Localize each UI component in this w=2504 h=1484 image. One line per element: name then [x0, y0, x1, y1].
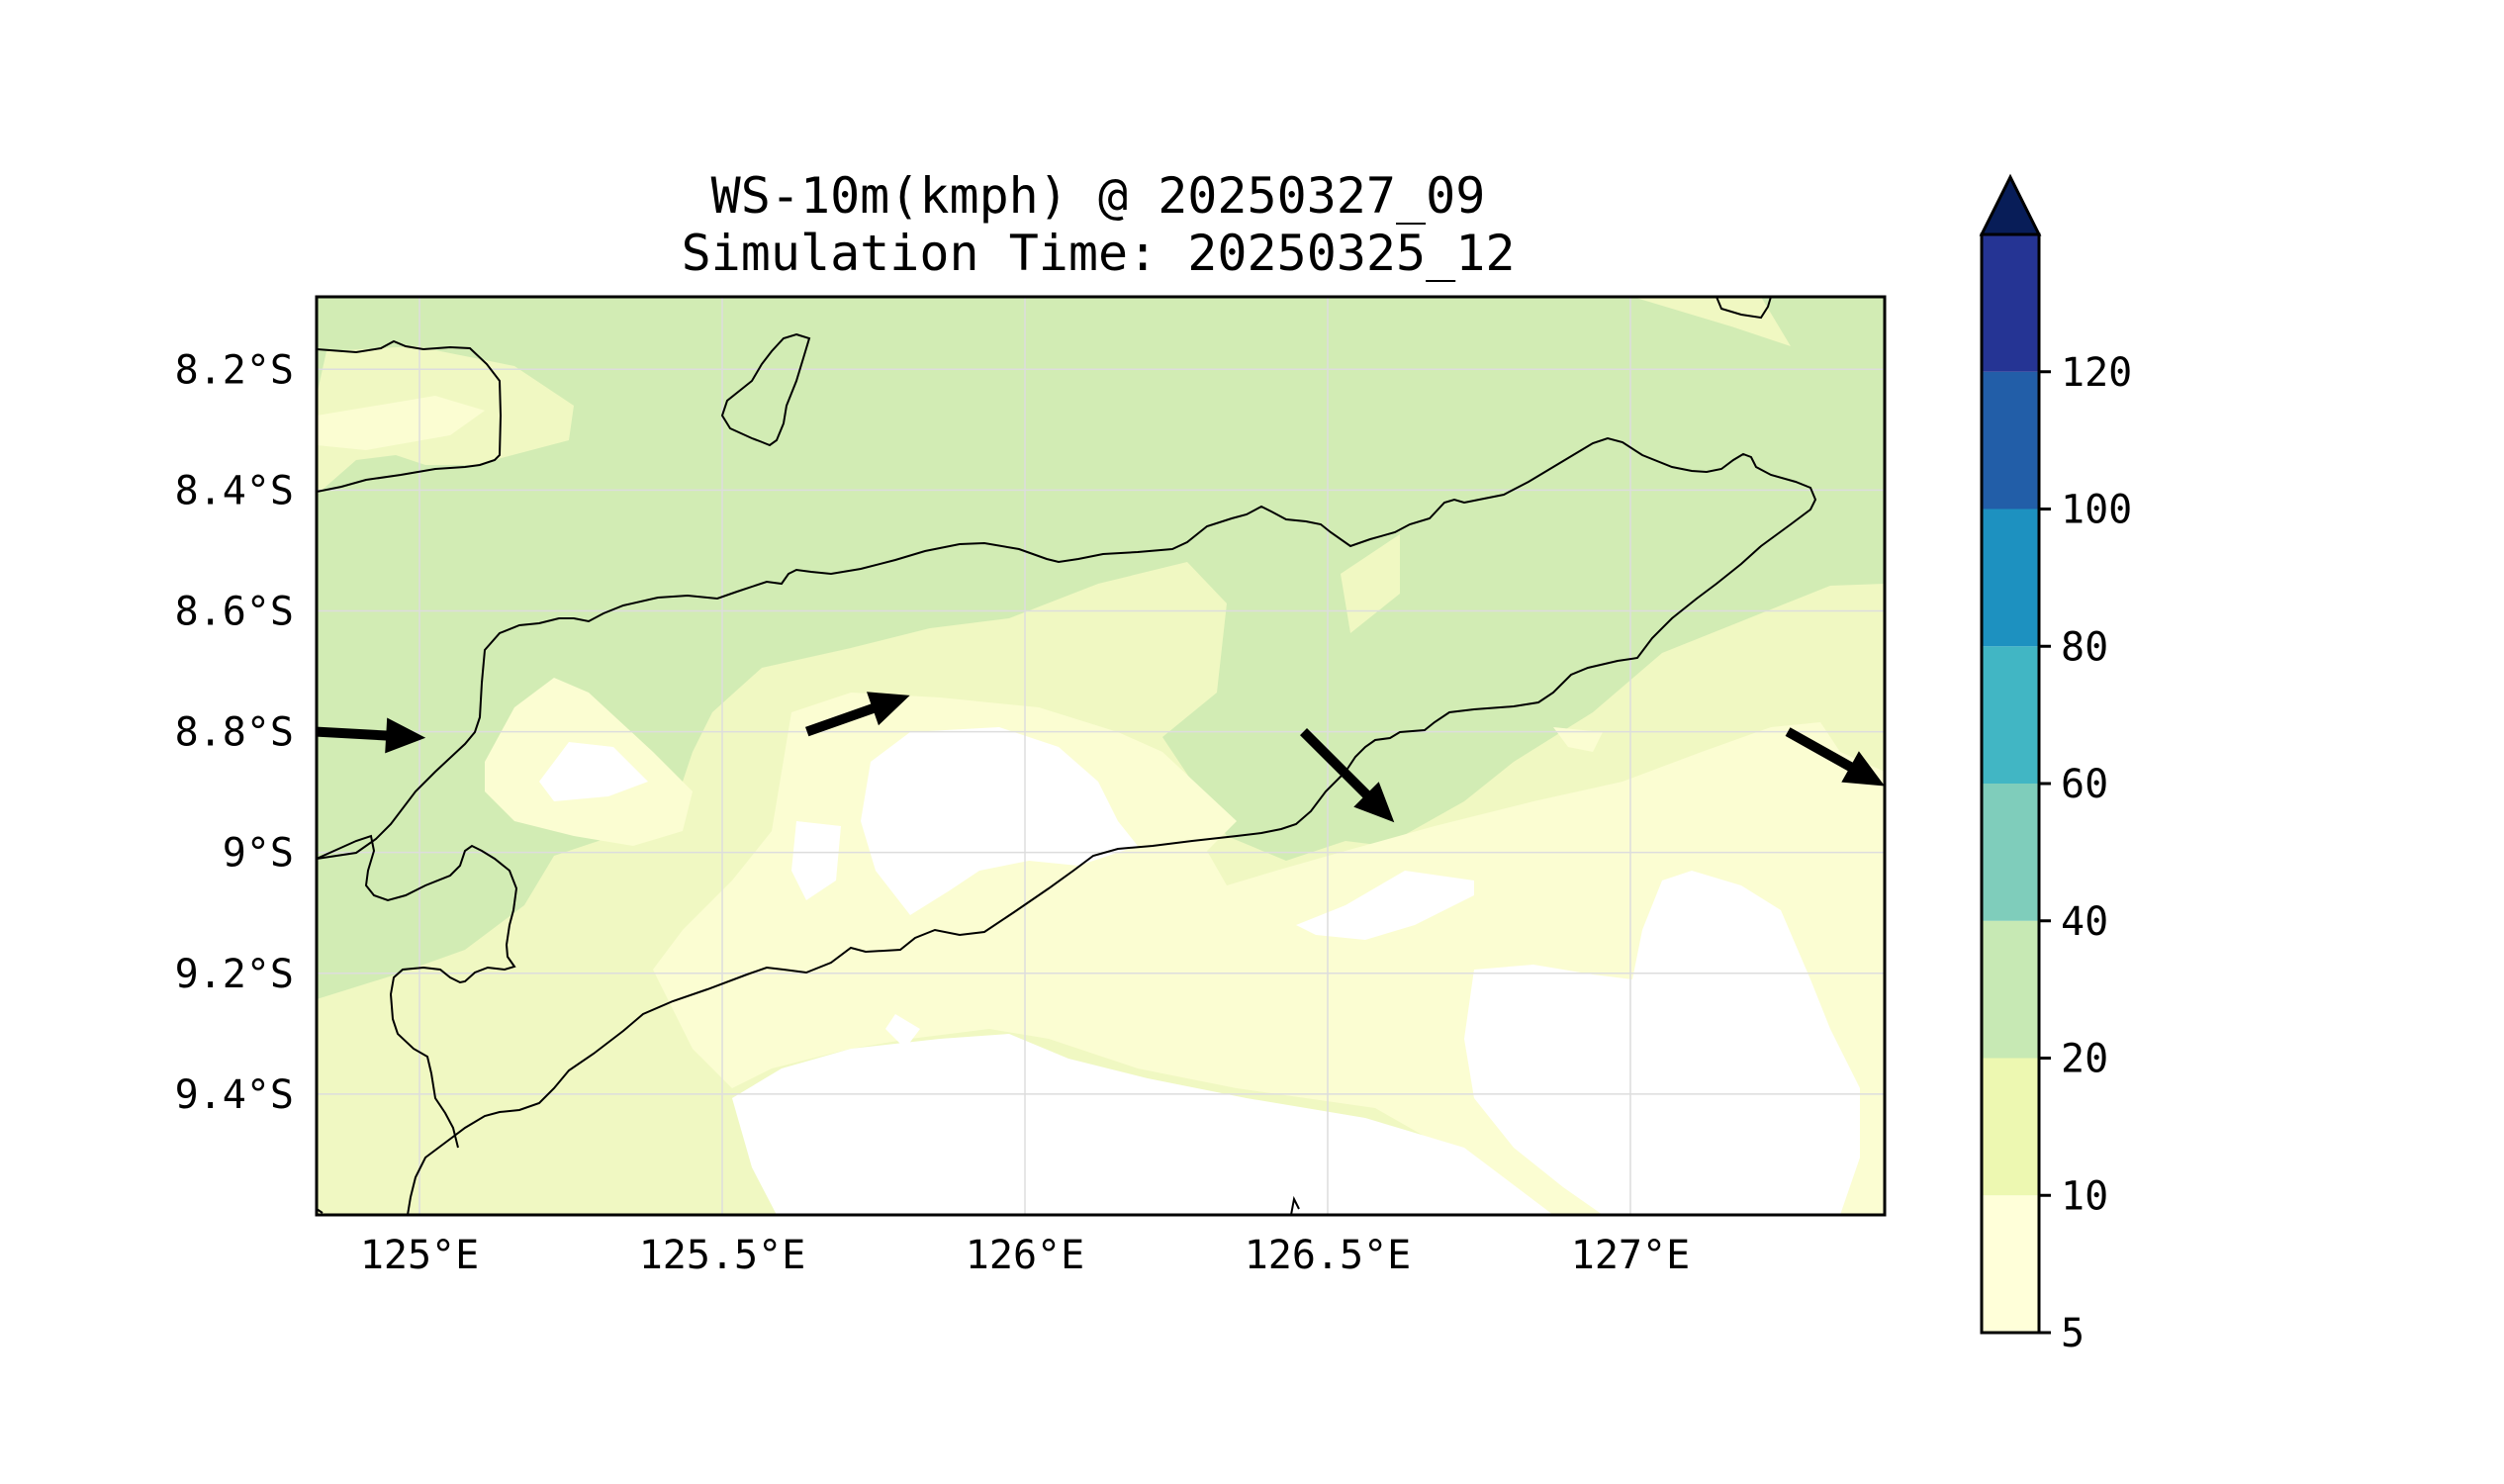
wind-field-below-5 [539, 727, 1860, 1215]
colorbar-band [1982, 1195, 2039, 1333]
colorbar-tick-label: 80 [2061, 624, 2108, 670]
island-northeast-coastline [1716, 297, 1772, 320]
lat-tick-label: 8.4°S [175, 468, 294, 513]
map-panel [317, 297, 1885, 1215]
island-southwest-coastline [317, 834, 518, 1149]
colorbar-band [1982, 234, 2039, 372]
lon-tick-label: 126°E [966, 1233, 1084, 1278]
colorbar-tick-label: 60 [2061, 762, 2108, 807]
map-title-line2: Simulation Time: 20250325_12 [682, 225, 1516, 282]
colorbar-tick-label: 10 [2061, 1173, 2108, 1219]
lat-tick-label: 8.8°S [175, 710, 294, 756]
colorbar-tick-label: 120 [2061, 350, 2132, 396]
colorbar-band [1982, 920, 2039, 1059]
wind-vector-arrow [1300, 728, 1395, 823]
timor-coastline [317, 436, 1817, 1215]
colorbar-extend-max-triangle [1979, 173, 2042, 236]
lat-tick-label: 9°S [223, 831, 294, 877]
lon-tick-label: 125.5°E [639, 1233, 806, 1278]
colorbar-band [1982, 784, 2039, 921]
island-northwest-coastline [317, 339, 503, 493]
colorbar-band [1982, 646, 2039, 784]
wind-vector-arrow [1785, 727, 1885, 787]
coastlines [317, 297, 1817, 1215]
lat-tick-label: 9.4°S [175, 1072, 294, 1118]
colorbar-tick-label: 5 [2061, 1311, 2085, 1356]
colorbar-band [1982, 509, 2039, 647]
map-frame [315, 295, 1887, 1217]
wind-vector-arrow [805, 692, 910, 737]
lat-tick-label: 8.6°S [175, 589, 294, 634]
lat-tick-label: 9.2°S [175, 952, 294, 997]
lon-tick-label: 127°E [1571, 1233, 1690, 1278]
wind-vector-arrow [317, 717, 426, 754]
colorbar: 5 10 20 40 60 80 100 120 [1979, 173, 2132, 1356]
lon-axis: 125°E 125.5°E 126°E 126.5°E 127°E [360, 1233, 1690, 1278]
lat-tick-label: 8.2°S [175, 347, 294, 393]
colorbar-band [1982, 1058, 2039, 1196]
wind-vectors [317, 692, 1885, 823]
lon-tick-label: 126.5°E [1245, 1233, 1412, 1278]
colorbar-tick-label: 40 [2061, 899, 2108, 945]
lon-tick-label: 125°E [360, 1233, 479, 1278]
map-gridlines [317, 297, 1885, 1215]
colorbar-band [1982, 371, 2039, 510]
colorbar-tick-label: 100 [2061, 488, 2132, 533]
lat-axis: 8.2°S 8.4°S 8.6°S 8.8°S 9°S 9.2°S 9.4°S [175, 347, 294, 1118]
map-title-line1: WS-10m(kmph) @ 20250327_09 [711, 167, 1486, 225]
colorbar-tick-label: 20 [2061, 1037, 2108, 1082]
island-north-coastline [720, 332, 811, 447]
